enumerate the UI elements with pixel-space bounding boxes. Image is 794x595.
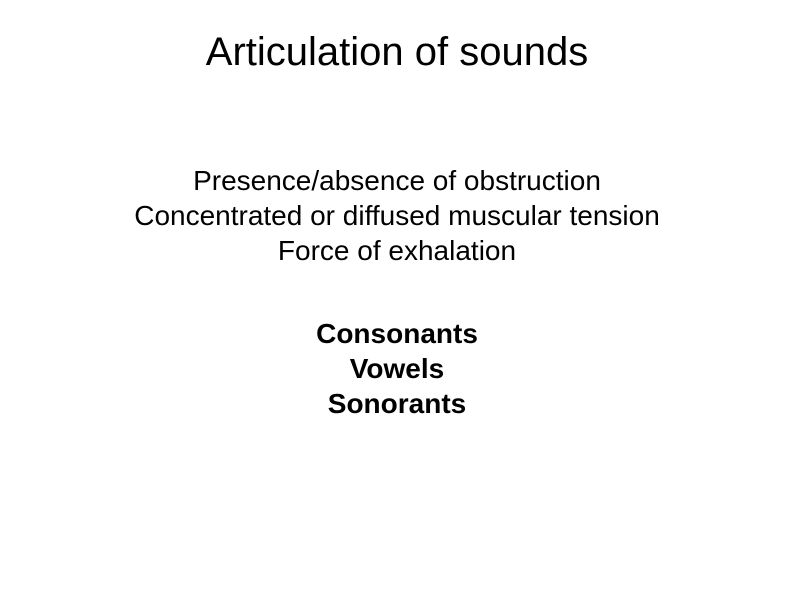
categories-line-3: Sonorants [0, 386, 794, 421]
slide-container: Articulation of sounds Presence/absence … [0, 0, 794, 595]
categories-line-1: Consonants [0, 316, 794, 351]
criteria-line-3: Force of exhalation [0, 233, 794, 268]
categories-line-2: Vowels [0, 351, 794, 386]
categories-block: Consonants Vowels Sonorants [0, 316, 794, 421]
criteria-block: Presence/absence of obstruction Concentr… [0, 163, 794, 268]
criteria-line-1: Presence/absence of obstruction [0, 163, 794, 198]
slide-title: Articulation of sounds [50, 30, 744, 75]
criteria-line-2: Concentrated or diffused muscular tensio… [0, 198, 794, 233]
